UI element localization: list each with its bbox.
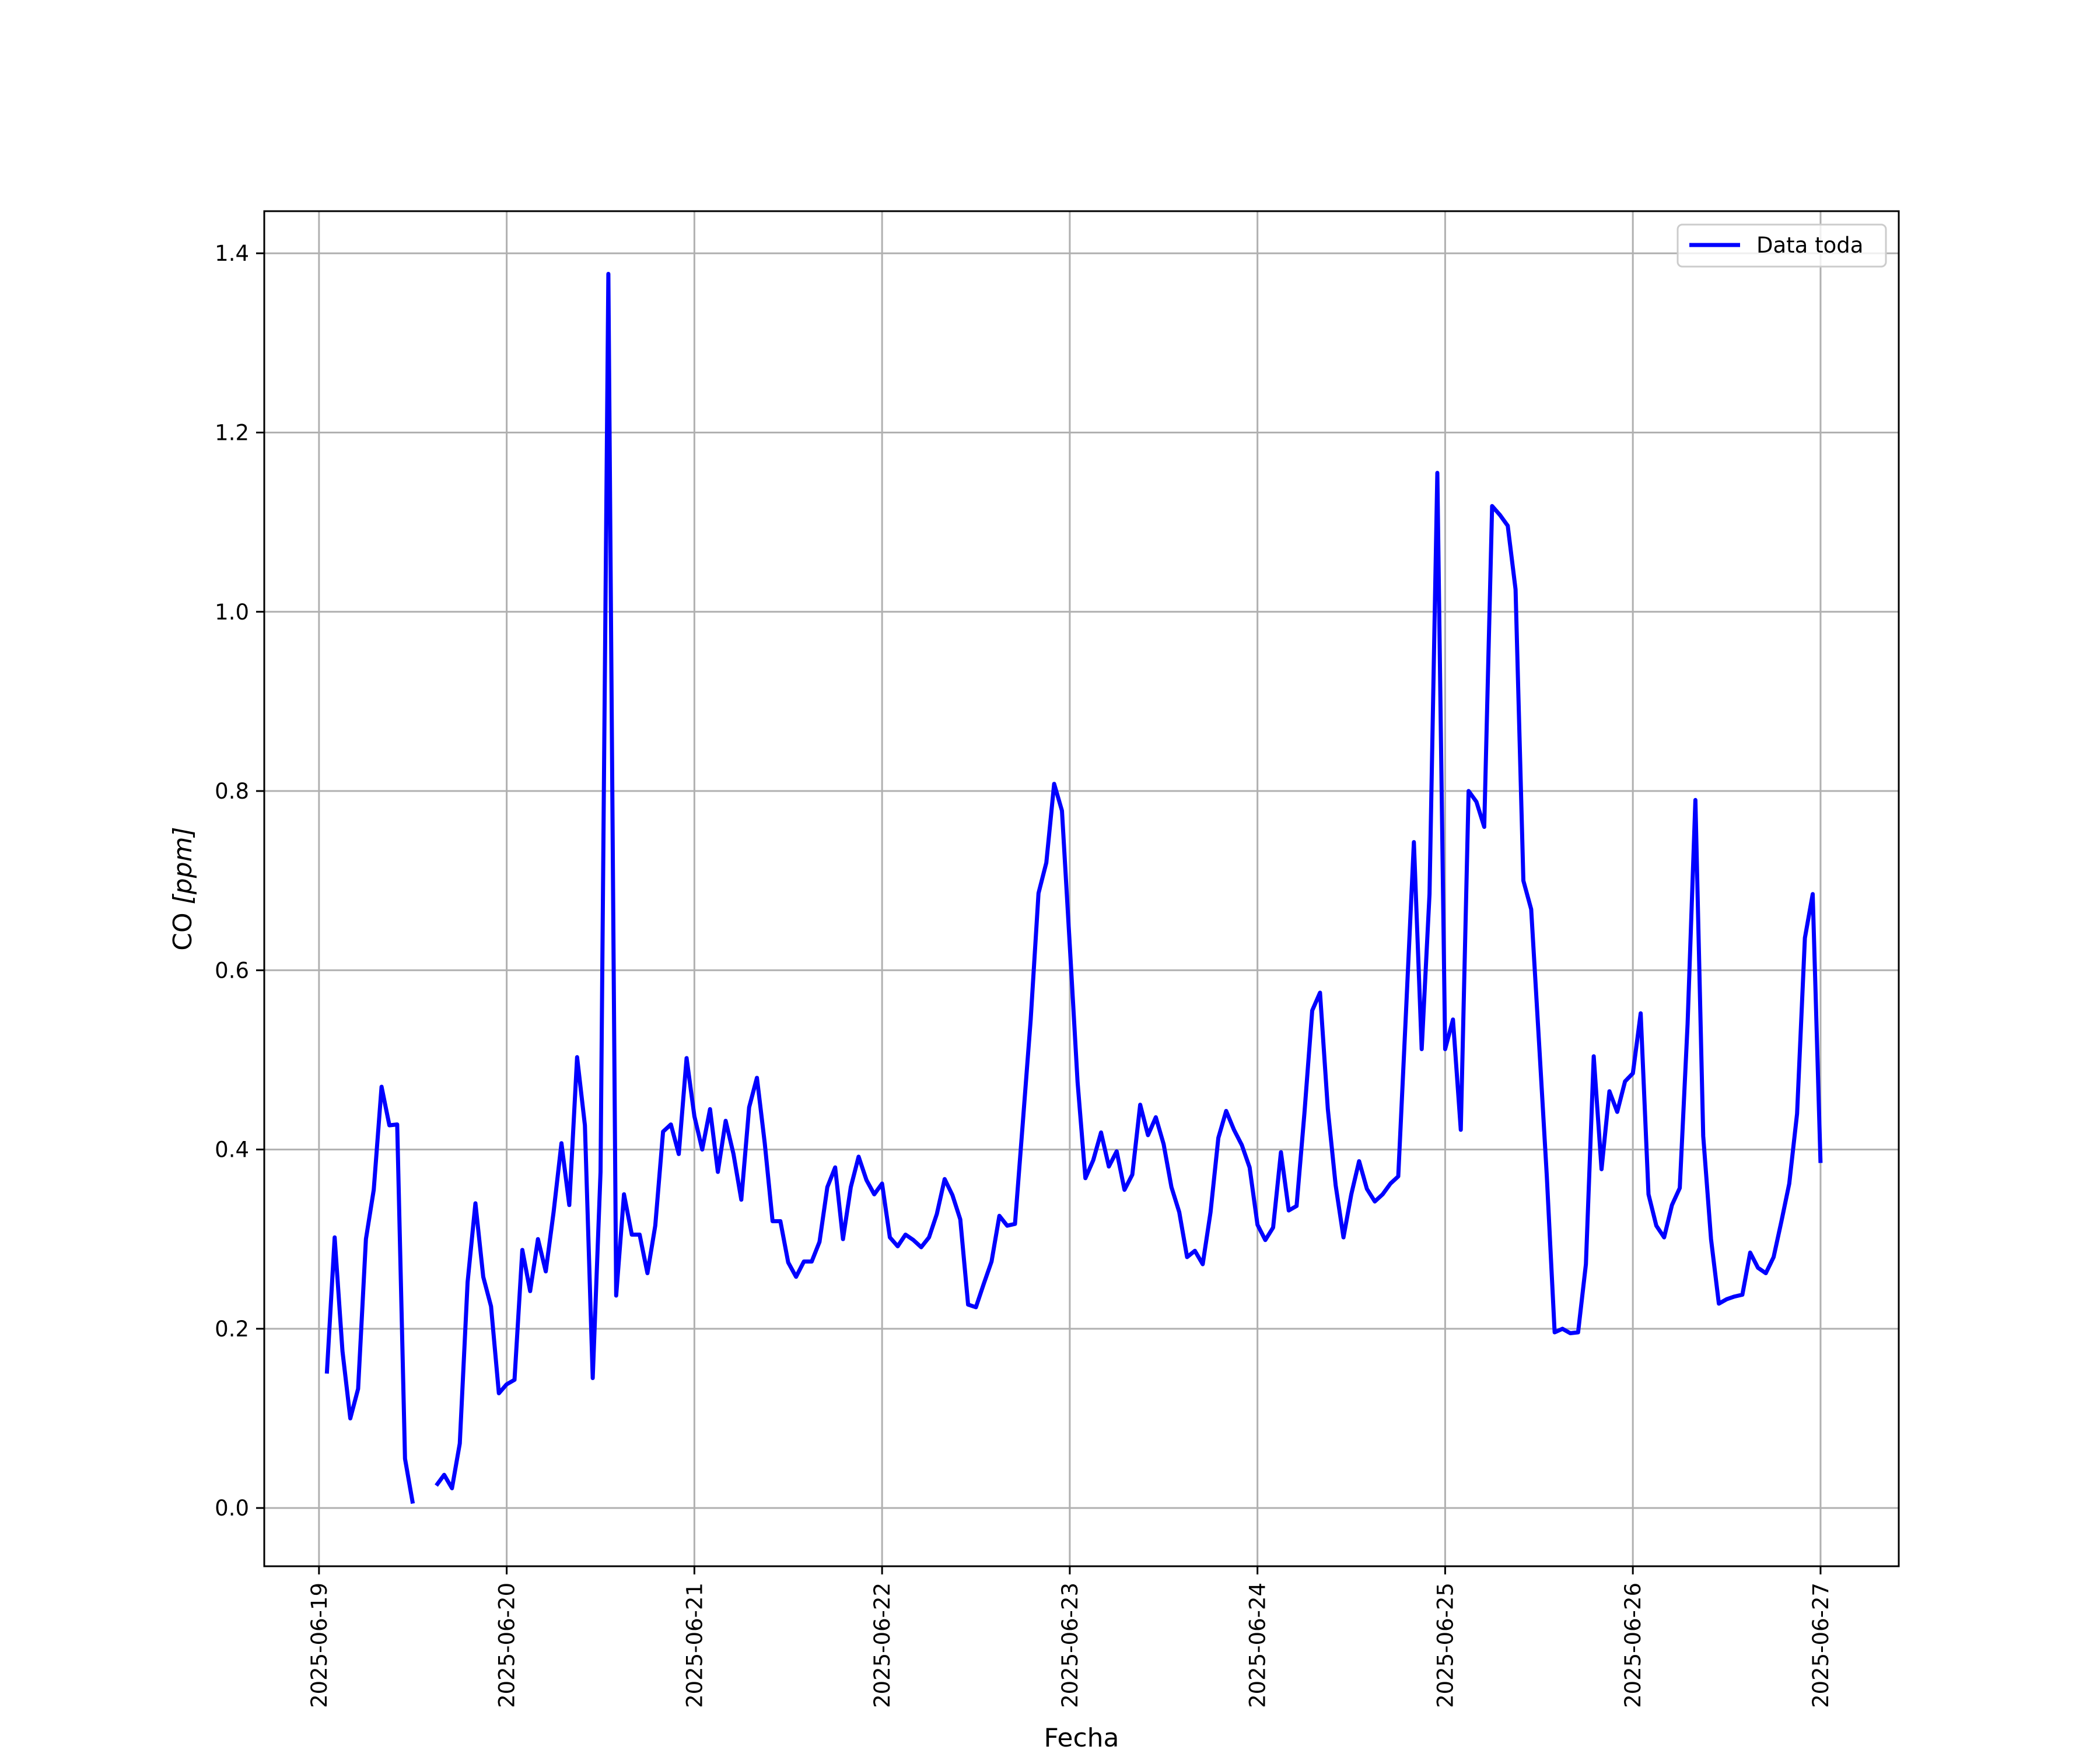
axes-frame xyxy=(263,210,1900,1567)
x-tick-label: 2025-06-22 xyxy=(870,1583,895,1708)
y-tick-label: 1.0 xyxy=(215,600,249,625)
y-axis-label-unit: [ppm] xyxy=(168,827,198,904)
y-axis-label: CO [ppm] xyxy=(168,827,198,950)
y-tick-label: 0.6 xyxy=(215,958,249,983)
plot-area xyxy=(324,272,1823,1504)
x-tick-label: 2025-06-23 xyxy=(1058,1583,1083,1708)
series-line-data-toda xyxy=(324,272,1823,1504)
x-tick-label: 2025-06-19 xyxy=(307,1583,332,1708)
y-axis-ticks: 0.0 0.2 0.4 0.6 0.8 1.0 1.2 1.4 xyxy=(215,241,264,1521)
y-tick-label: 0.8 xyxy=(215,779,249,804)
y-tick-label: 0.0 xyxy=(215,1496,249,1521)
x-tick-label: 2025-06-24 xyxy=(1245,1583,1270,1708)
x-tick-label: 2025-06-25 xyxy=(1433,1583,1458,1708)
x-tick-label: 2025-06-26 xyxy=(1620,1583,1646,1708)
x-axis-label: Fecha xyxy=(1044,1723,1119,1750)
x-tick-label: 2025-06-21 xyxy=(682,1583,707,1708)
legend-box xyxy=(1676,223,1887,268)
x-tick-label: 2025-06-20 xyxy=(495,1583,520,1708)
legend-entry-data-toda: Data toda xyxy=(1756,233,1863,258)
y-tick-label: 1.2 xyxy=(215,420,249,445)
x-axis-ticks: 2025-06-19 2025-06-20 2025-06-21 2025-06-22… xyxy=(307,1566,1833,1708)
legend: Data toda xyxy=(1676,223,1887,268)
y-tick-label: 1.4 xyxy=(215,241,249,266)
y-tick-label: 0.4 xyxy=(215,1138,249,1163)
y-tick-label: 0.2 xyxy=(215,1317,249,1342)
x-tick-label: 2025-06-27 xyxy=(1808,1583,1833,1708)
y-axis-label-main: CO xyxy=(168,904,198,950)
